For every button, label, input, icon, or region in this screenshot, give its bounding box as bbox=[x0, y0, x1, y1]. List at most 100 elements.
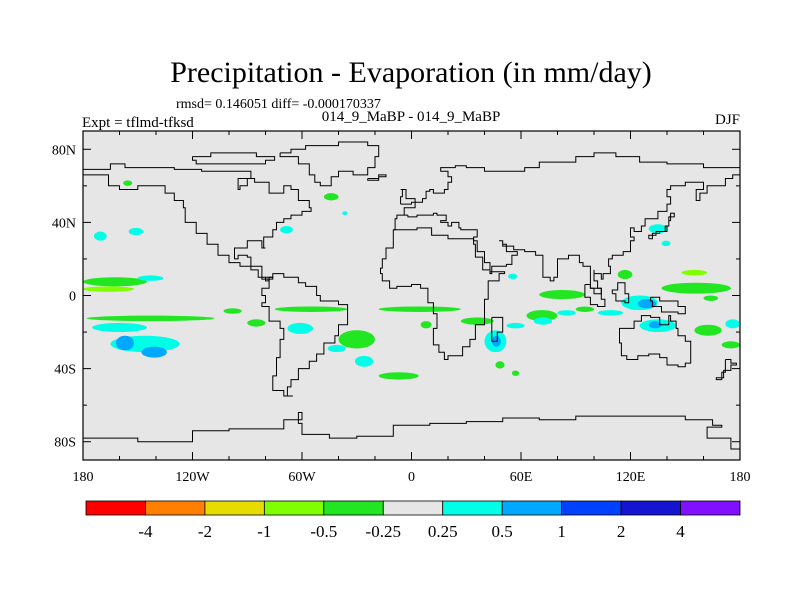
contour-region bbox=[721, 341, 740, 349]
contour-region bbox=[511, 370, 520, 376]
coastline bbox=[619, 315, 692, 368]
contour-region bbox=[420, 321, 432, 329]
colorbar-swatch bbox=[263, 500, 325, 516]
chart-left-label: Expt = tflmd-tfksd bbox=[82, 115, 194, 131]
y-tick-label: 80S bbox=[54, 436, 76, 451]
contour-region bbox=[247, 319, 266, 327]
contour-region bbox=[533, 317, 553, 325]
colorbar-label: 1 bbox=[557, 522, 566, 541]
colorbar-swatch bbox=[85, 500, 146, 516]
x-tick-label: 120E bbox=[616, 470, 646, 485]
contour-region bbox=[648, 321, 662, 329]
y-tick-label: 40N bbox=[52, 216, 76, 231]
coastline bbox=[407, 174, 740, 295]
contour-region bbox=[141, 346, 167, 358]
x-tick-label: 180 bbox=[73, 470, 94, 485]
y-tick-label: 0 bbox=[69, 290, 76, 305]
contour-region bbox=[495, 361, 505, 369]
contour-region bbox=[661, 282, 731, 294]
coastline bbox=[83, 163, 312, 282]
coastline bbox=[715, 359, 737, 381]
contour-region bbox=[123, 180, 133, 186]
contour-region bbox=[378, 372, 419, 380]
x-tick-label: 120W bbox=[175, 470, 210, 485]
y-axis: 80N 40N 0 40S 80S bbox=[52, 143, 740, 451]
contour-region bbox=[323, 193, 339, 201]
contour-region bbox=[287, 322, 313, 334]
contour-region bbox=[681, 269, 708, 276]
coastline bbox=[584, 284, 606, 307]
colorbar-label: -2 bbox=[198, 522, 212, 541]
plot-background bbox=[83, 131, 740, 460]
colorbar-swatch bbox=[145, 500, 206, 516]
contour-region bbox=[539, 290, 585, 300]
coastlines bbox=[83, 141, 740, 450]
colorbar-swatch bbox=[442, 500, 503, 516]
colorbar-label: -0.25 bbox=[366, 522, 401, 541]
colorbar-label: 0.25 bbox=[428, 522, 458, 541]
coastline bbox=[261, 273, 349, 397]
coastline bbox=[279, 141, 380, 187]
coastline bbox=[491, 316, 504, 342]
x-tick-label: 180 bbox=[730, 470, 751, 485]
contour-region bbox=[617, 269, 633, 280]
contour-region bbox=[460, 317, 494, 325]
contour-region bbox=[526, 310, 558, 322]
contour-region bbox=[327, 344, 346, 353]
contour-region bbox=[93, 231, 107, 241]
contour-region bbox=[725, 319, 740, 329]
coastline bbox=[83, 412, 740, 450]
contour-regions bbox=[83, 180, 740, 380]
colorbar-swatch bbox=[204, 500, 265, 516]
contour-region bbox=[508, 273, 518, 280]
contour-region bbox=[83, 277, 147, 287]
colorbar-swatch bbox=[620, 500, 681, 516]
contour-region bbox=[506, 322, 525, 329]
coastline bbox=[367, 174, 387, 181]
x-tick-label: 0 bbox=[408, 470, 415, 485]
contour-region bbox=[274, 306, 348, 312]
contour-region bbox=[378, 306, 461, 312]
y-tick-label: 40S bbox=[54, 363, 76, 378]
chart-stats: rmsd= 0.146051 diff= -0.000170337 bbox=[176, 97, 381, 112]
contour-region bbox=[92, 322, 147, 333]
contour-region bbox=[557, 310, 576, 316]
contour-region bbox=[342, 211, 348, 216]
chart-subtitle: 014_9_MaBP - 014_9_MaBP bbox=[322, 109, 501, 125]
contour-region bbox=[115, 335, 135, 351]
contour-region bbox=[83, 286, 135, 292]
colorbar-label: -0.5 bbox=[310, 522, 337, 541]
colorbar-swatch bbox=[680, 500, 741, 516]
colorbar-swatch bbox=[501, 500, 563, 516]
contour-region bbox=[137, 275, 164, 281]
x-axis: 180 120W 60W 0 60E 120E 180 bbox=[73, 131, 751, 485]
colorbar-label: -4 bbox=[138, 522, 153, 541]
coastline bbox=[400, 189, 416, 205]
colorbar-label: -1 bbox=[257, 522, 271, 541]
colorbar-swatch bbox=[561, 500, 622, 516]
contour-region bbox=[575, 306, 594, 312]
chart-title: Precipitation - Evaporation (in mm/day) bbox=[170, 56, 652, 89]
x-tick-label: 60W bbox=[288, 470, 316, 485]
colorbar-label: 0.5 bbox=[492, 522, 513, 541]
coastline bbox=[192, 152, 276, 165]
x-tick-label: 60E bbox=[510, 470, 533, 485]
colorbar-swatch bbox=[323, 500, 384, 516]
colorbar: -4 -2 -1 -0.5 -0.25 0.25 0.5 1 2 4 bbox=[85, 500, 741, 541]
chart-right-label: DJF bbox=[715, 112, 740, 128]
colorbar-label: 2 bbox=[617, 522, 626, 541]
coastline bbox=[611, 282, 630, 304]
coastline bbox=[393, 152, 740, 231]
contour-region bbox=[338, 330, 375, 349]
contour-region bbox=[694, 324, 722, 336]
coastline bbox=[648, 212, 675, 240]
contour-region bbox=[703, 295, 719, 301]
contour-region bbox=[128, 227, 144, 236]
contour-region bbox=[86, 315, 215, 322]
coastline bbox=[650, 296, 686, 315]
contour-region bbox=[597, 310, 624, 316]
colorbar-swatch bbox=[382, 500, 444, 516]
colorbar-label: 4 bbox=[676, 522, 685, 541]
contour-region bbox=[223, 308, 242, 314]
